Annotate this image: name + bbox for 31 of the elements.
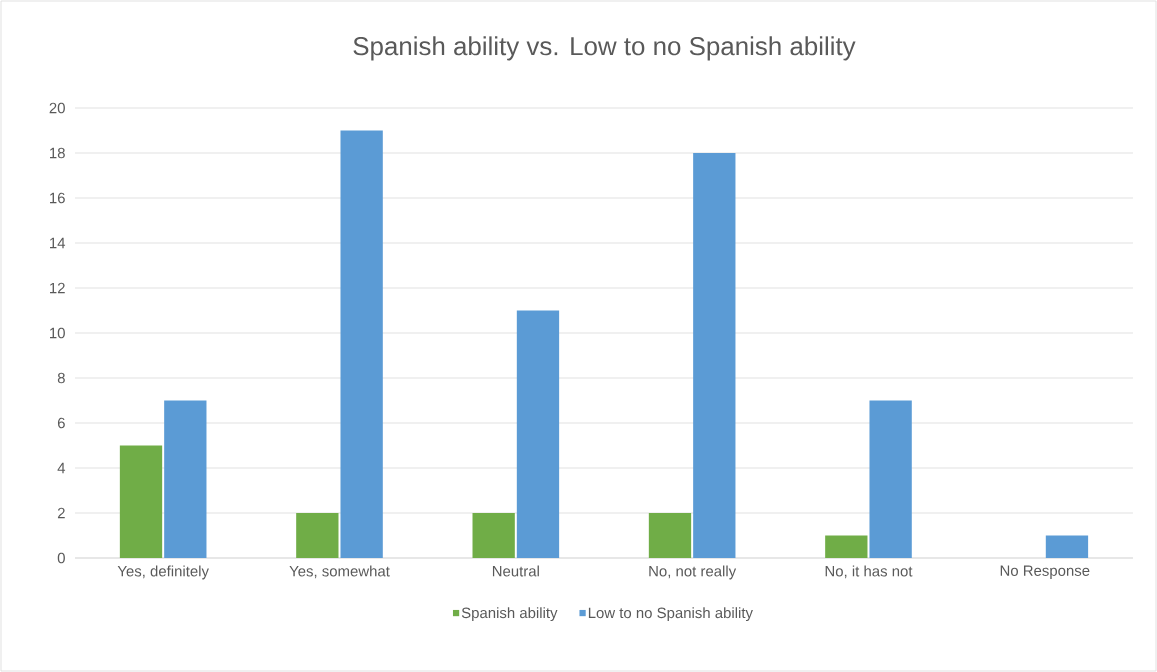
x-tick-label: No Response (1000, 565, 1090, 579)
y-tick-label: 2 (57, 507, 65, 519)
y-tick-label: 14 (50, 237, 66, 249)
y-tick-label: 0 (57, 552, 65, 564)
bar (340, 130, 383, 558)
bar (1045, 535, 1089, 558)
y-tick-label: 18 (50, 147, 65, 159)
y-tick-label: 16 (50, 192, 65, 204)
x-tick-label: Yes, somewhat (289, 565, 390, 579)
chart-title: Spanish ability vs. Low to no Spanish ability (353, 36, 856, 61)
bar (825, 535, 868, 558)
y-tick-label: 8 (57, 372, 65, 384)
x-tick-label: Yes, definitely (117, 565, 209, 580)
legend-label: Spanish ability (461, 607, 558, 622)
legend-label: Low to no Spanish ability (588, 607, 753, 622)
x-tick-label: No, not really (649, 565, 737, 580)
bar (296, 513, 339, 558)
bar (869, 400, 912, 558)
y-tick-label: 12 (50, 282, 65, 294)
y-tick-label: 6 (57, 417, 65, 429)
bar (164, 400, 207, 558)
x-tick-label: Neutral (492, 565, 539, 577)
bar (693, 153, 736, 558)
bar (648, 513, 692, 558)
y-tick-label: 20 (49, 102, 65, 114)
x-tick-label: No, it has not (825, 565, 913, 579)
y-tick-label: 4 (57, 462, 66, 474)
bar (472, 513, 515, 558)
bar (119, 445, 163, 558)
bar (516, 310, 560, 558)
y-tick-label: 10 (50, 327, 65, 339)
